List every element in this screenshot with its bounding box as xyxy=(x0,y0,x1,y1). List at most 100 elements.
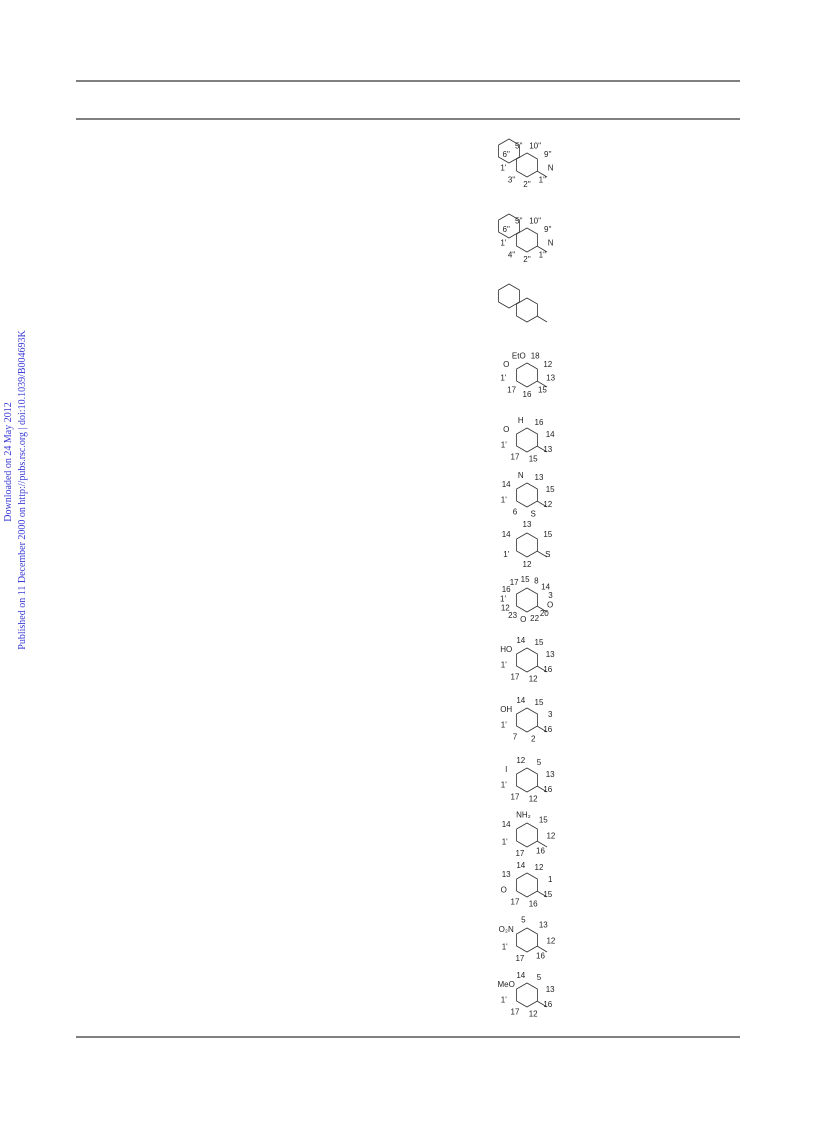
structure: 6'' 5'' 10''9'' N1'' 2'' 3''1' xyxy=(498,138,554,189)
ring xyxy=(516,532,538,558)
atom-label: 12 xyxy=(535,863,544,872)
bond xyxy=(536,170,548,178)
atom-label: 13 xyxy=(546,985,555,994)
ring xyxy=(516,427,538,453)
atom-label: 3 xyxy=(548,710,553,719)
atom-label: 3'' xyxy=(508,175,516,184)
atom-label: 16 xyxy=(523,390,532,399)
atom-label: 15 xyxy=(535,638,544,647)
bond xyxy=(536,550,548,558)
atom-label: 1' xyxy=(501,440,507,449)
bond xyxy=(536,500,548,508)
atom-label: 16 xyxy=(536,847,545,856)
atom-label: N xyxy=(518,471,524,480)
atom-label: 1 xyxy=(548,875,553,884)
atom-label: 13 xyxy=(539,920,548,929)
atom-label: 10'' xyxy=(529,216,541,225)
atom-label: N xyxy=(548,164,554,173)
atom-label: 5'' xyxy=(515,141,523,150)
atom-label: 1' xyxy=(501,995,507,1004)
atom-label: 1' xyxy=(500,374,506,383)
atom-label: 13 xyxy=(543,445,552,454)
atom-label: 12 xyxy=(529,1009,538,1018)
atom-label: 15 xyxy=(529,454,538,463)
atom-label: 22 xyxy=(530,614,539,623)
atom-label: 1'' xyxy=(539,175,547,184)
atom-label: MeO xyxy=(498,980,515,989)
atom-label: 14 xyxy=(502,820,511,829)
ring xyxy=(516,927,538,953)
atom-label: 16 xyxy=(535,418,544,427)
atom-label: 15 xyxy=(546,485,555,494)
bond xyxy=(536,665,548,673)
atom-label: 14 xyxy=(502,480,511,489)
atom-label: 12 xyxy=(523,560,532,569)
atom-label: 10'' xyxy=(529,141,541,150)
atom-label: 13 xyxy=(502,870,511,879)
atom-label: 12 xyxy=(529,794,538,803)
atom-label: 9'' xyxy=(544,225,552,234)
bond xyxy=(536,945,548,953)
atom-label: 1' xyxy=(502,837,508,846)
structures: 6''5'' 10''9''N1''2''3''1'6''5'' 10''9''N1… xyxy=(498,138,556,1019)
atom-label: O xyxy=(503,360,509,369)
ring xyxy=(516,587,538,613)
atom-label: 13 xyxy=(523,520,532,529)
atom-label: 6'' xyxy=(502,225,510,234)
atom-label: 14 xyxy=(516,861,525,870)
atom-label: 16 xyxy=(543,665,552,674)
atom-label: 23 xyxy=(508,611,517,620)
bond xyxy=(536,725,548,733)
atom-label: 15 xyxy=(538,385,547,394)
atom-label: 6'' xyxy=(502,150,510,159)
atom-label: 1' xyxy=(501,660,507,669)
bond xyxy=(536,890,548,898)
atom-label: 16 xyxy=(529,899,538,908)
atom-label: 1' xyxy=(501,720,507,729)
atom-label: 12 xyxy=(501,604,510,613)
atom-label: 4'' xyxy=(508,250,516,259)
ring xyxy=(498,138,520,164)
atom-label: 15 xyxy=(543,530,552,539)
atom-label: 14 xyxy=(546,430,555,439)
atom-label: 8 xyxy=(534,577,539,586)
atom-label: 17 xyxy=(507,385,516,394)
atom-label: 16 xyxy=(543,725,552,734)
atom-label: 17 xyxy=(511,452,520,461)
atom-label: 1' xyxy=(500,164,506,173)
bond xyxy=(536,380,548,388)
atom-label: 7 xyxy=(513,732,518,741)
atom-label: 5 xyxy=(537,973,542,982)
ring xyxy=(516,482,538,508)
bond xyxy=(536,785,548,793)
atom-label: 16 xyxy=(543,785,552,794)
atom-label: O₂N xyxy=(499,925,514,934)
atom-label: 13 xyxy=(546,770,555,779)
atom-label: O xyxy=(520,615,526,624)
bond xyxy=(536,445,548,453)
atom-label: 1' xyxy=(501,495,507,504)
atom-label: 5 xyxy=(537,758,542,767)
atom-label: EtO xyxy=(512,351,526,360)
sidebar-published: Published on 11 December 2000 on http://… xyxy=(17,329,28,649)
atom-label: 16 xyxy=(543,1000,552,1009)
structure: 6'' 5'' 10''9'' N1'' 2'' 4''1' xyxy=(498,213,554,264)
atom-label: 15 xyxy=(543,890,552,899)
atom-label: I xyxy=(505,765,507,774)
structure: OH 14 15 3 16 2 7 1' xyxy=(500,696,553,744)
atom-label: 1' xyxy=(500,239,506,248)
atom-label: 17 xyxy=(515,954,524,963)
atom-label: 14 xyxy=(516,696,525,705)
atom-label: 14 xyxy=(516,636,525,645)
structure: 13 14 12 1 15 16 17 O xyxy=(501,861,553,909)
bond xyxy=(536,1000,548,1008)
structure: I 12 5 13 16 12 17 1' xyxy=(501,756,555,804)
atom-label: S xyxy=(545,550,550,559)
atom-label: 1' xyxy=(500,594,506,603)
